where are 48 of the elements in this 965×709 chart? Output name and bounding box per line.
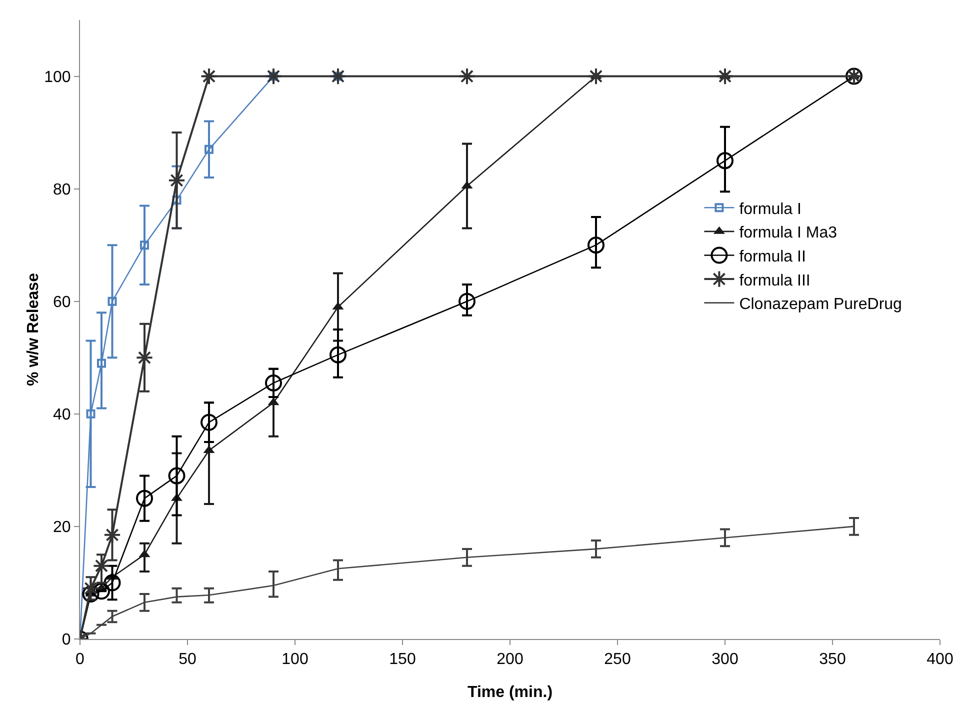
y-tick-label: 60	[53, 294, 71, 311]
point	[204, 144, 214, 154]
point	[108, 296, 117, 306]
x-tick-label: 50	[178, 651, 196, 668]
x-tick-label: 0	[76, 651, 85, 668]
point	[265, 374, 282, 392]
y-tick-label: 40	[53, 406, 71, 424]
point	[168, 172, 186, 190]
point	[136, 490, 153, 507]
point	[329, 67, 347, 86]
y-tick-label: 0	[62, 632, 71, 649]
point	[264, 67, 282, 86]
point	[86, 409, 96, 418]
point	[82, 585, 100, 602]
point	[103, 526, 122, 544]
legend-label: Clonazepam PureDrug	[739, 296, 902, 314]
x-tick-label: 200	[496, 651, 524, 668]
point	[458, 67, 476, 86]
point	[200, 414, 218, 431]
y-tick-label: 20	[53, 519, 71, 536]
legend-label: formula I Ma3	[739, 224, 838, 242]
x-tick-label: 300	[712, 651, 738, 668]
point	[172, 196, 182, 205]
legend-label: formula I	[739, 200, 802, 218]
point	[458, 292, 476, 310]
point	[168, 467, 186, 484]
point	[716, 67, 734, 86]
x-tick-label: 350	[819, 651, 846, 668]
point	[587, 67, 605, 86]
point	[82, 580, 100, 598]
point	[97, 358, 106, 368]
y-tick-label: 100	[44, 68, 71, 86]
point	[588, 236, 604, 254]
point	[716, 152, 734, 170]
x-tick-label: 100	[282, 651, 308, 668]
legend-label: formula II	[739, 248, 806, 266]
x-tick-label: 150	[389, 651, 416, 668]
point	[200, 67, 218, 86]
y-tick-label: 80	[53, 181, 71, 198]
point	[330, 346, 346, 364]
y-axis-title: % w/w Release	[25, 272, 42, 386]
x-axis-title: Time (min.)	[467, 684, 553, 701]
x-tick-label: 250	[604, 651, 631, 668]
point	[104, 574, 121, 592]
point	[140, 240, 149, 250]
point	[93, 582, 110, 600]
legend-label: formula III	[739, 272, 810, 290]
x-tick-label: 400	[926, 651, 954, 668]
